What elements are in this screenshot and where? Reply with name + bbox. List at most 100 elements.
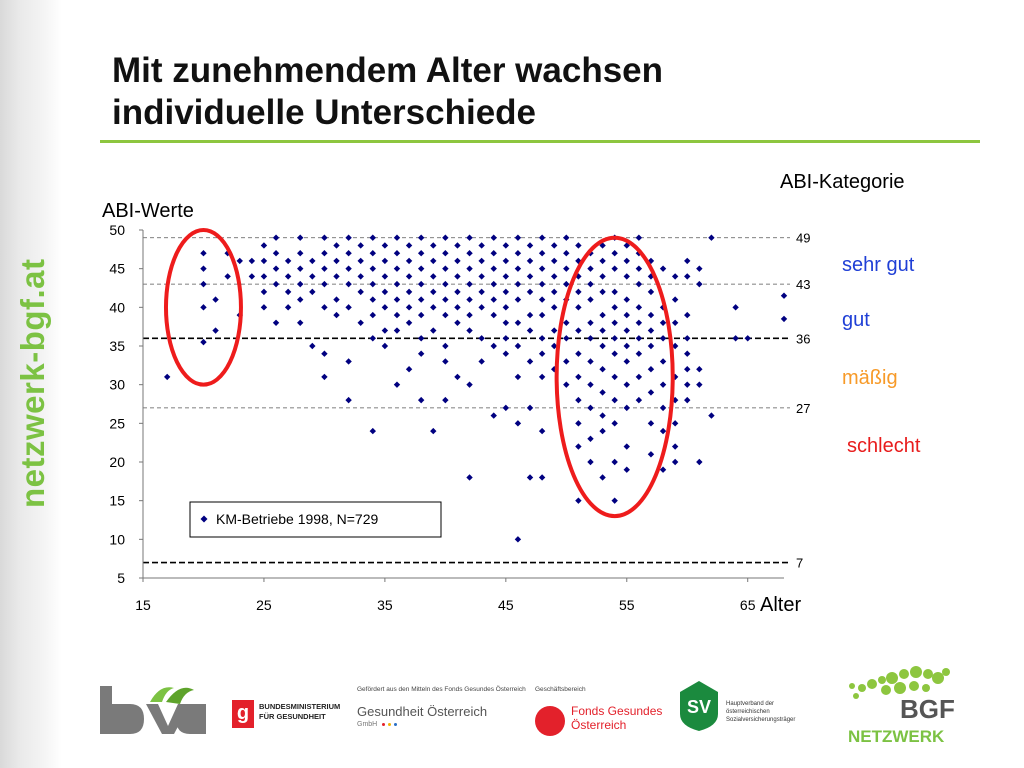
data-point bbox=[538, 373, 546, 381]
data-point bbox=[297, 280, 304, 288]
data-point bbox=[393, 250, 401, 257]
data-point bbox=[357, 242, 364, 249]
title-divider bbox=[100, 140, 980, 143]
data-point bbox=[696, 381, 703, 388]
data-point bbox=[684, 396, 691, 404]
bmg-text: BUNDESMINISTERIUM FÜR GESUNDHEIT bbox=[259, 702, 340, 722]
data-point bbox=[309, 288, 316, 296]
data-point bbox=[442, 234, 449, 241]
data-point bbox=[696, 458, 703, 466]
data-point bbox=[369, 265, 376, 272]
data-point bbox=[599, 474, 606, 481]
x-tick-label-65: 65 bbox=[740, 597, 756, 613]
data-point bbox=[526, 358, 534, 365]
y-tick-label-40: 40 bbox=[109, 299, 125, 315]
data-point bbox=[671, 296, 679, 303]
data-point bbox=[417, 311, 425, 319]
data-point bbox=[466, 327, 473, 334]
data-point bbox=[732, 304, 739, 311]
data-point bbox=[200, 265, 207, 272]
y-tick-label-30: 30 bbox=[109, 377, 125, 393]
data-point bbox=[405, 242, 413, 249]
data-point bbox=[333, 311, 340, 319]
data-point bbox=[538, 296, 546, 303]
data-point bbox=[297, 265, 304, 272]
data-point bbox=[647, 311, 655, 319]
data-point bbox=[321, 265, 328, 272]
data-point bbox=[430, 257, 437, 265]
data-point bbox=[442, 265, 449, 272]
legend-box bbox=[189, 501, 442, 538]
data-point bbox=[526, 288, 534, 296]
data-point bbox=[538, 335, 546, 342]
side-strip bbox=[0, 0, 62, 768]
data-point bbox=[478, 257, 485, 265]
data-point bbox=[405, 366, 413, 373]
data-point bbox=[417, 234, 425, 241]
data-point bbox=[442, 342, 449, 350]
data-point bbox=[345, 280, 352, 288]
data-point bbox=[430, 304, 437, 311]
data-point bbox=[381, 304, 389, 311]
data-point bbox=[381, 342, 389, 350]
data-point bbox=[599, 242, 606, 249]
data-point bbox=[575, 420, 582, 427]
data-point bbox=[502, 304, 510, 311]
data-point bbox=[369, 311, 376, 319]
data-point bbox=[696, 265, 703, 272]
data-point bbox=[684, 311, 691, 319]
data-point bbox=[551, 327, 558, 334]
data-point bbox=[514, 536, 522, 543]
data-point bbox=[321, 350, 328, 357]
data-point bbox=[599, 412, 606, 419]
y-tick-label-10: 10 bbox=[109, 531, 125, 547]
data-point bbox=[381, 257, 389, 265]
fonds-text: Fonds Gesundes Österreich bbox=[571, 704, 662, 732]
data-point bbox=[260, 304, 268, 311]
data-point bbox=[272, 250, 280, 257]
data-point bbox=[490, 412, 497, 419]
data-point bbox=[417, 335, 425, 342]
data-point bbox=[684, 366, 691, 373]
data-point bbox=[563, 250, 570, 257]
data-point bbox=[345, 396, 352, 404]
data-point bbox=[563, 358, 570, 365]
highlight-ellipse-2 bbox=[554, 235, 675, 519]
data-point bbox=[514, 373, 522, 381]
data-point bbox=[454, 273, 461, 280]
data-point bbox=[405, 288, 413, 296]
data-point bbox=[466, 265, 473, 272]
data-point bbox=[780, 292, 788, 299]
goeg-gmbh: GmbH bbox=[357, 721, 378, 728]
data-point bbox=[538, 280, 546, 288]
data-point bbox=[587, 435, 594, 442]
data-point bbox=[647, 327, 655, 334]
data-point bbox=[526, 404, 534, 412]
data-point bbox=[212, 327, 219, 334]
data-point bbox=[284, 273, 292, 280]
data-point bbox=[647, 342, 655, 350]
fonds-header: Geschäftsbereich bbox=[535, 686, 586, 693]
data-point bbox=[357, 319, 364, 326]
data-point bbox=[369, 234, 376, 241]
data-point bbox=[490, 234, 497, 241]
data-point bbox=[345, 304, 352, 311]
data-point bbox=[466, 250, 473, 257]
data-point bbox=[623, 358, 630, 365]
y-tick-label-5: 5 bbox=[117, 570, 125, 586]
data-point bbox=[490, 342, 497, 350]
data-point bbox=[309, 342, 316, 350]
data-point bbox=[575, 373, 582, 381]
data-point bbox=[478, 273, 485, 280]
data-point bbox=[248, 273, 256, 280]
x-tick-label-55: 55 bbox=[619, 597, 635, 613]
data-point bbox=[575, 350, 582, 357]
data-point bbox=[442, 296, 449, 303]
y-tick-label-50: 50 bbox=[109, 222, 125, 238]
x-axis-label: Alter bbox=[760, 594, 801, 616]
data-point bbox=[623, 342, 630, 350]
footer-logos: g BUNDESMINISTERIUM FÜR GESUNDHEIT Geför… bbox=[90, 650, 990, 760]
data-point bbox=[454, 257, 461, 265]
data-point bbox=[575, 497, 582, 504]
svg-text:SV: SV bbox=[687, 697, 711, 717]
